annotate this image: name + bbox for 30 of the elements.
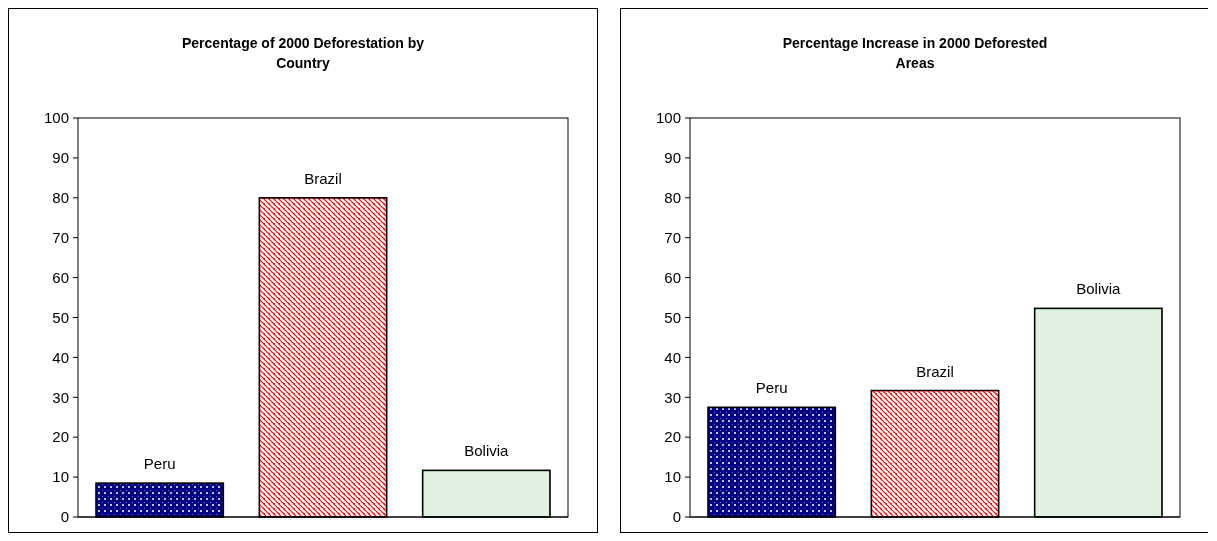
- x-tick-label: Brazil: [304, 169, 342, 187]
- chart-title: Percentage of 2000 Deforestation by Country: [182, 35, 425, 71]
- y-tick-label: 50: [664, 308, 681, 326]
- x-tick-label: Bolivia: [1076, 280, 1122, 298]
- chart-title: Percentage Increase in 2000 Deforested Areas: [782, 35, 1048, 71]
- y-tick-label: 30: [664, 388, 681, 406]
- y-tick-label: 70: [52, 228, 69, 246]
- y-tick-label: 0: [60, 508, 69, 526]
- y-tick-label: 100: [43, 109, 69, 127]
- y-tick-label: 60: [52, 268, 69, 286]
- y-tick-label: 10: [664, 468, 681, 486]
- x-tick-label: Bolivia: [464, 442, 510, 460]
- y-tick-label: 100: [655, 109, 681, 127]
- y-tick-label: 10: [52, 468, 69, 486]
- y-tick-label: 20: [664, 428, 681, 446]
- y-tick-label: 80: [664, 189, 681, 207]
- y-tick-label: 40: [52, 348, 69, 366]
- y-tick-label: 60: [664, 268, 681, 286]
- y-tick-label: 90: [52, 149, 69, 167]
- y-tick-label: 0: [672, 508, 681, 526]
- x-tick-label: Peru: [143, 455, 176, 473]
- y-tick-label: 20: [52, 428, 69, 446]
- y-tick-label: 30: [52, 388, 69, 406]
- x-tick-label: Peru: [755, 379, 788, 397]
- y-tick-label: 90: [664, 149, 681, 167]
- y-tick-label: 80: [52, 189, 69, 207]
- y-tick-label: 50: [52, 308, 69, 326]
- x-tick-label: Brazil: [916, 362, 954, 380]
- y-tick-label: 40: [664, 348, 681, 366]
- y-tick-label: 70: [664, 228, 681, 246]
